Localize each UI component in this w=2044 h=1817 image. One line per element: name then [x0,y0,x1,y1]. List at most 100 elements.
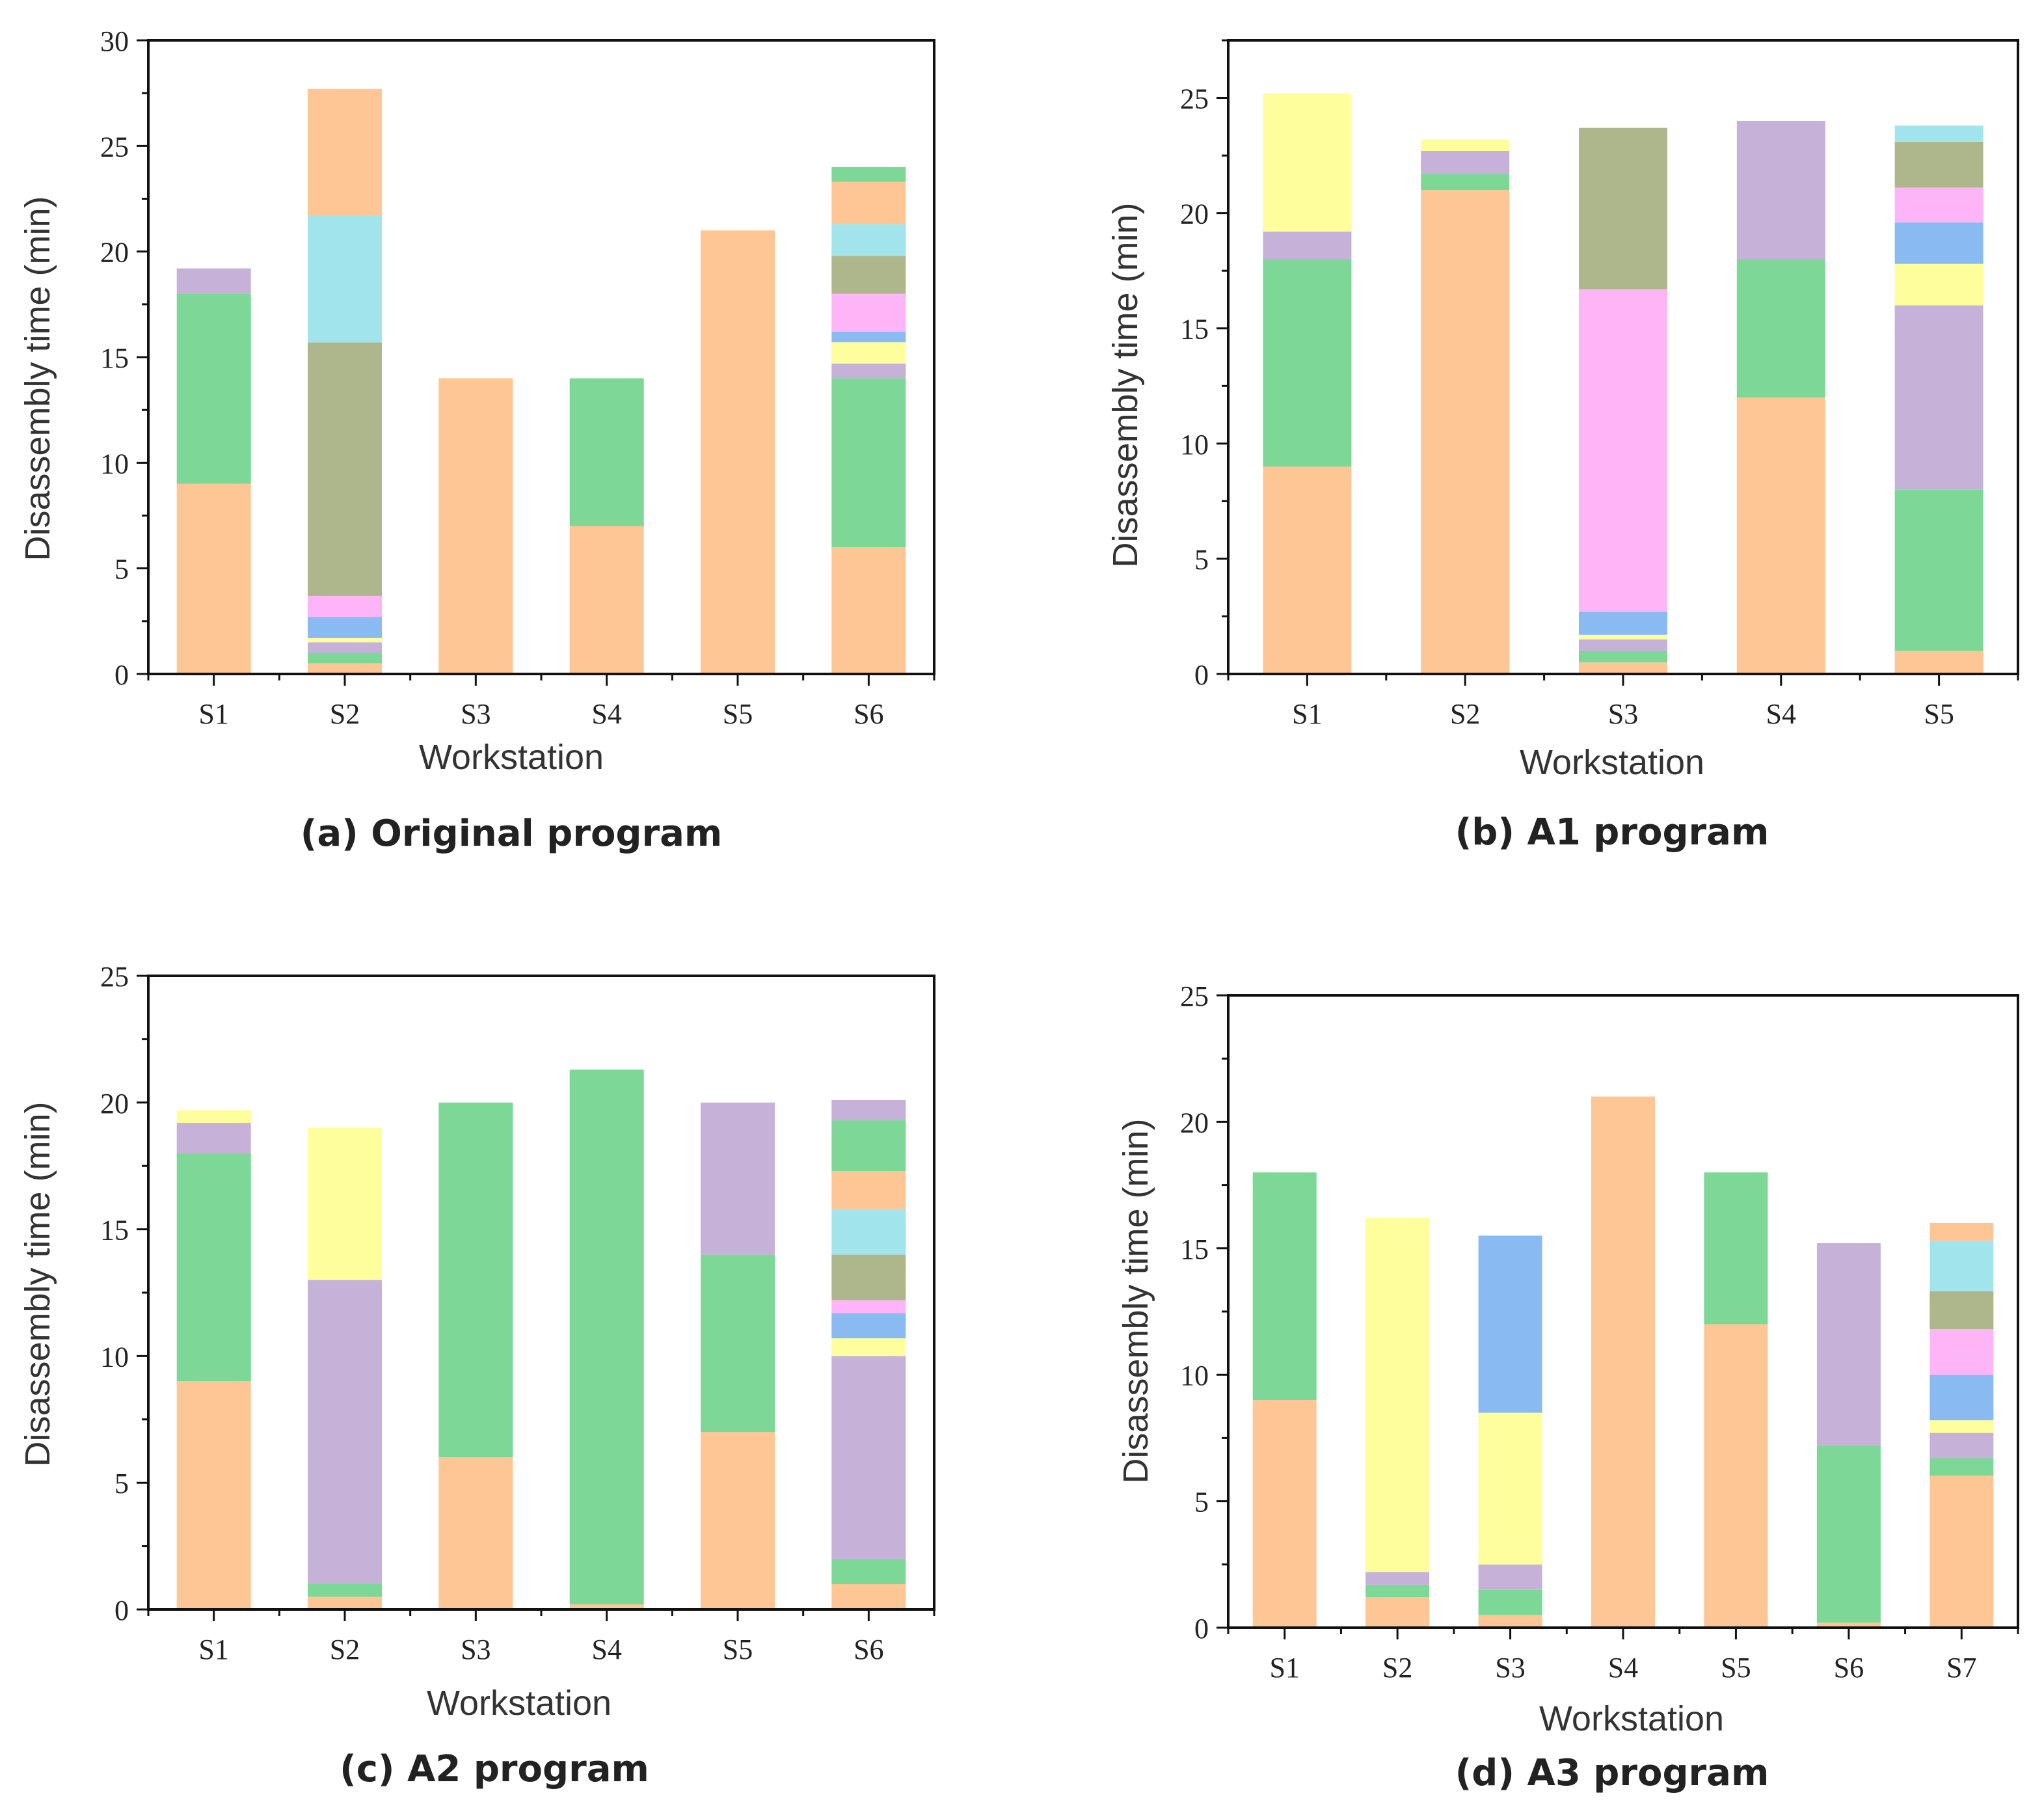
bar-segment-d-s7-5 [1930,1375,1994,1421]
bar-segment-c-s6-10 [831,1120,906,1171]
bar-segment-d-s6-1 [1816,1622,1881,1628]
y-axis-title-c: Disassembly time (min) [18,1101,57,1466]
y-axis-title-b: Disassembly time (min) [1106,202,1145,567]
y-tick-label-d-20: 20 [1180,1107,1209,1138]
y-tick-label-d-5: 5 [1194,1487,1209,1518]
y-tick-label-c-5: 5 [114,1468,129,1500]
x-tick-label-d-s7: S7 [1946,1652,1976,1684]
y-tick-label-b-20: 20 [1180,198,1209,230]
bar-segment-c-s6-5 [831,1313,906,1339]
y-tick-label-a-25: 25 [100,131,129,163]
x-tick-label-c-s6: S6 [854,1634,883,1665]
bar-segment-a-s2-4 [308,638,382,643]
bars-a [176,88,906,674]
bar-segment-b-s5-8 [1894,126,1983,142]
bar-segment-b-s2-3 [1421,151,1510,174]
bar-segment-d-s1-2 [1252,1172,1317,1401]
bar-segment-d-s5-1 [1704,1324,1768,1628]
bar-segment-c-s6-9 [831,1171,906,1209]
bar-segment-a-s2-2 [308,653,382,664]
y-axis-title-a: Disassembly time (min) [18,196,57,561]
bar-segment-d-s5-2 [1704,1172,1768,1325]
bar-segment-c-s4-1 [569,1604,644,1609]
bar-segment-b-s3-6 [1579,289,1667,612]
y-tick-label-a-30: 30 [100,25,129,57]
y-tick-label-a-10: 10 [100,448,129,479]
bar-segment-a-s2-3 [308,642,382,653]
bar-segment-b-s5-1 [1894,651,1983,674]
bars-b [1263,93,1983,674]
x-axis-title-a: Workstation [419,738,604,777]
bar-segment-a-s6-7 [831,256,906,294]
bar-segment-d-s3-3 [1478,1564,1542,1590]
bar-segment-c-s2-4 [308,1127,382,1280]
bar-segment-d-s2-4 [1365,1218,1430,1572]
bar-segment-a-s6-6 [831,293,906,332]
bar-segment-c-s4-2 [569,1070,644,1605]
x-tick-label-d-s4: S4 [1608,1652,1638,1684]
bar-segment-a-s6-5 [831,332,906,343]
bar-segment-c-s5-3 [701,1102,775,1255]
x-tick-label-d-s1: S1 [1269,1652,1299,1684]
bar-segment-a-s6-10 [831,167,906,182]
bar-segment-d-s6-2 [1816,1446,1881,1623]
bar-segment-b-s2-4 [1421,139,1510,151]
bar-segment-b-s5-5 [1894,222,1983,264]
bar-segment-b-s3-2 [1579,651,1667,663]
bar-segment-c-s6-8 [831,1209,906,1255]
panel-caption-b: (b) A1 program [1455,811,1769,854]
bar-segment-d-s3-4 [1478,1412,1542,1565]
bar-segment-b-s3-3 [1579,639,1667,651]
bar-segment-d-s7-3 [1930,1433,1994,1459]
bar-segment-a-s2-8 [308,215,382,343]
bar-segment-b-s1-2 [1263,259,1352,467]
bar-segment-c-s1-3 [176,1123,251,1153]
plot-frame-a [147,39,935,675]
x-axis-title-b: Workstation [1520,743,1704,782]
bar-segment-a-s2-5 [308,617,382,638]
bar-segment-b-s2-1 [1421,190,1510,674]
y-tick-label-d-15: 15 [1180,1233,1209,1265]
x-tick-label-b-s4: S4 [1766,698,1796,730]
y-tick-label-c-15: 15 [100,1215,129,1246]
bar-segment-b-s5-7 [1894,141,1983,188]
y-tick-label-a-5: 5 [114,554,129,585]
x-tick-label-a-s2: S2 [330,698,360,730]
bar-segment-a-s1-2 [176,293,251,484]
bar-segment-d-s3-1 [1478,1615,1542,1628]
bar-segment-c-s5-2 [701,1254,775,1433]
bar-segment-c-s6-1 [831,1584,906,1609]
bar-segment-d-s3-2 [1478,1589,1542,1615]
axes-c: 0 5 10 15 20 25 S1 S2 S3 S4 S5 S6 [100,961,935,1665]
bar-segment-a-s6-8 [831,224,906,256]
y-tick-label-b-25: 25 [1180,83,1209,115]
x-tick-label-c-s1: S1 [198,1634,228,1665]
x-tick-label-c-s4: S4 [591,1634,621,1665]
bar-segment-b-s2-2 [1421,174,1510,191]
bar-segment-c-s2-3 [308,1280,382,1584]
panel-caption-c: (c) A2 program [340,1748,649,1790]
axes-a: 0 5 10 15 20 25 30 S1 S2 S3 S4 S5 S6 [100,25,935,730]
panel-a: 0 5 10 15 20 25 30 S1 S2 S3 S4 S5 S6 Disassembly tim… [18,25,935,855]
bar-segment-c-s2-2 [308,1584,382,1597]
bar-segment-b-s3-4 [1579,634,1667,639]
bar-segment-c-s1-4 [176,1110,251,1123]
bar-segment-d-s2-2 [1365,1584,1430,1598]
bar-segment-a-s4-1 [569,526,644,674]
y-tick-label-c-25: 25 [100,961,129,993]
y-tick-label-d-25: 25 [1180,980,1209,1012]
bar-segment-b-s1-1 [1263,466,1352,674]
bar-segment-c-s3-2 [438,1102,513,1458]
bar-segment-c-s1-2 [176,1153,251,1382]
bar-segment-d-s2-1 [1365,1597,1430,1628]
bar-segment-d-s1-1 [1252,1400,1317,1628]
bar-segment-d-s7-4 [1930,1420,1994,1433]
bar-segment-d-s7-2 [1930,1458,1994,1476]
x-tick-label-b-s2: S2 [1450,698,1480,730]
bar-segment-a-s2-6 [308,595,382,617]
x-tick-label-d-s5: S5 [1721,1652,1751,1684]
y-tick-label-d-0: 0 [1194,1613,1209,1645]
bar-segment-d-s2-3 [1365,1572,1430,1585]
bar-segment-d-s7-1 [1930,1475,1994,1628]
